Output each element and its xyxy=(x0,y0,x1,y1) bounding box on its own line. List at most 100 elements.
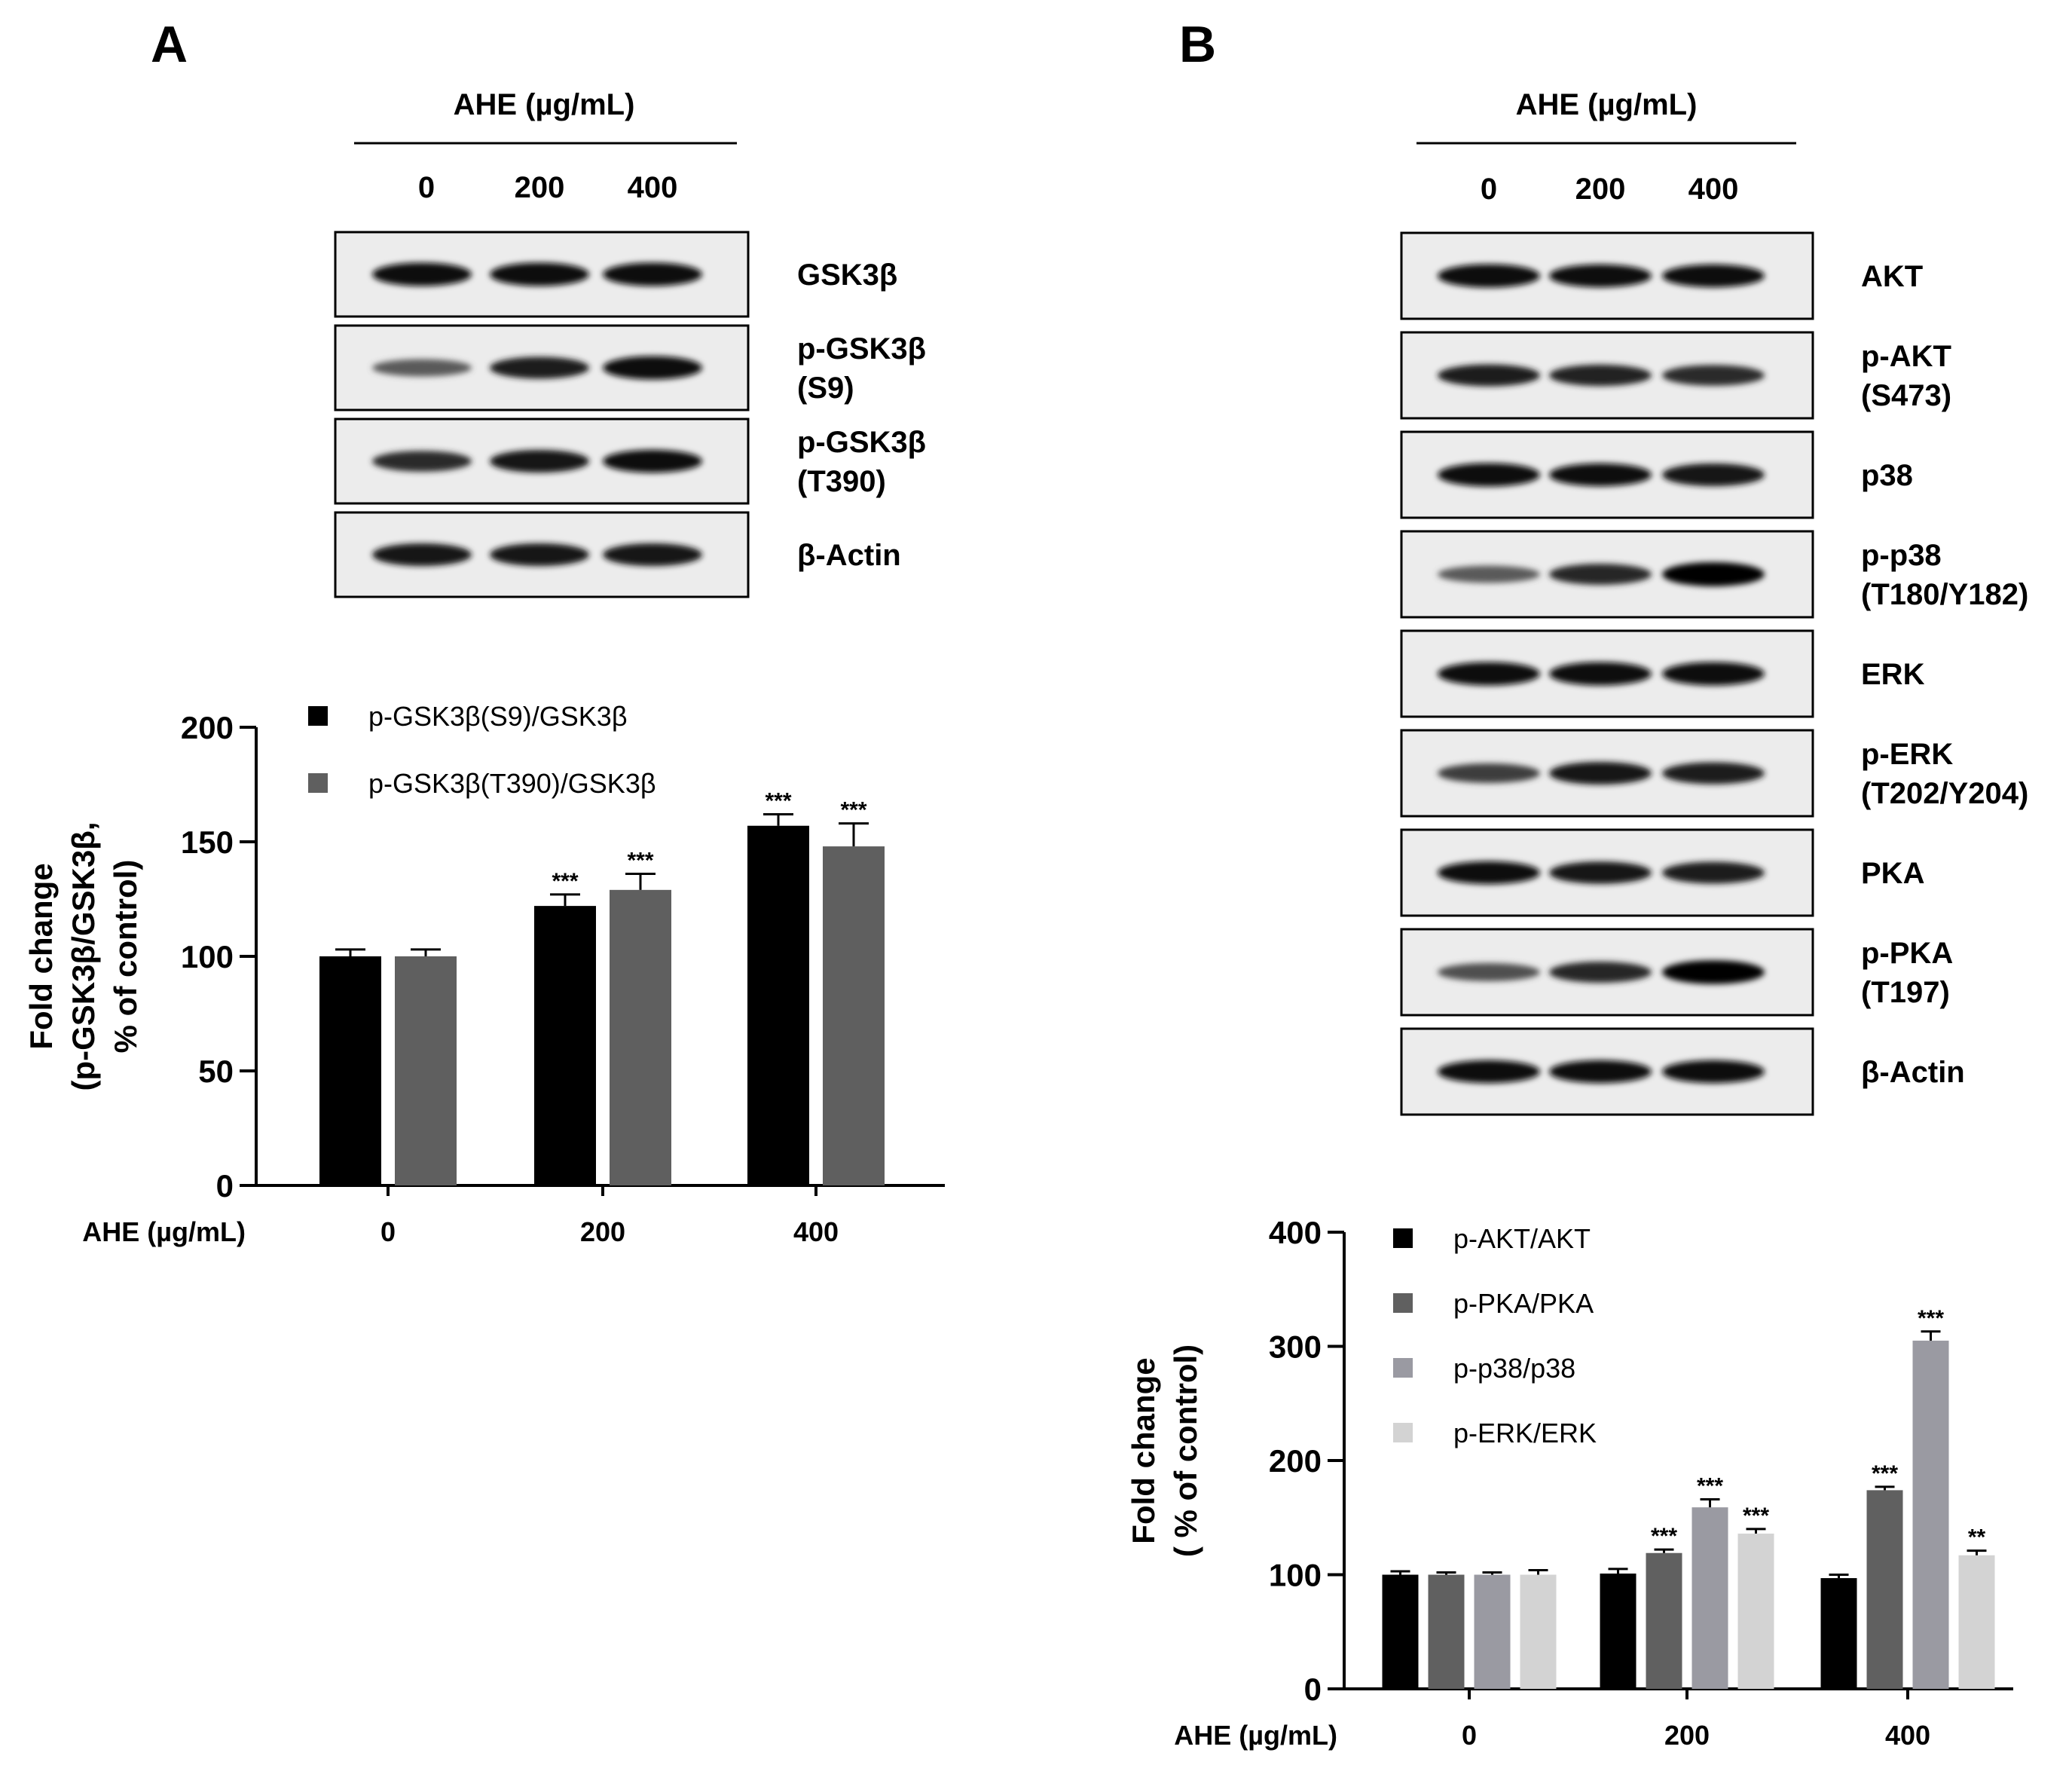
significance-label: *** xyxy=(627,849,653,873)
bar xyxy=(1958,1555,1995,1689)
y-tick-label: 100 xyxy=(1269,1558,1322,1593)
x-tick-label: 400 xyxy=(1885,1720,1930,1751)
y-axis-label: (p-GSK3β/GSK3β, xyxy=(66,822,101,1091)
bar xyxy=(1692,1507,1728,1689)
y-tick-label: 0 xyxy=(216,1168,234,1204)
legend-swatch xyxy=(1393,1293,1413,1313)
blot-label: p-ERK xyxy=(1861,738,1953,771)
blot-label: PKA xyxy=(1861,857,1924,890)
blot-band xyxy=(372,262,472,286)
y-tick-label: 100 xyxy=(181,939,234,974)
blot-band xyxy=(1438,763,1540,783)
legend-label: p-ERK/ERK xyxy=(1453,1418,1597,1448)
blot-label: (S9) xyxy=(797,372,854,405)
blot-band xyxy=(603,262,702,286)
blot-label: GSK3β xyxy=(797,258,897,292)
blot-label: AKT xyxy=(1861,260,1923,293)
blot-band xyxy=(1549,861,1652,884)
x-tick-label: 0 xyxy=(1462,1720,1477,1751)
blot-band xyxy=(1549,364,1652,387)
blot-label: ERK xyxy=(1861,658,1925,691)
blot-band xyxy=(1438,662,1540,686)
y-tick-label: 150 xyxy=(181,824,234,860)
bar xyxy=(1474,1574,1511,1689)
bar xyxy=(1600,1573,1637,1689)
panel-a-letter: A xyxy=(151,16,188,73)
blot-band xyxy=(1662,960,1765,984)
blot-band xyxy=(1549,962,1652,983)
blot-band xyxy=(490,356,589,379)
blot-band xyxy=(1662,662,1765,686)
blot-band xyxy=(1662,264,1765,288)
legend-label: p-GSK3β(S9)/GSK3β xyxy=(368,701,628,732)
blot-band xyxy=(1549,264,1652,288)
blot-band xyxy=(1549,662,1652,686)
y-axis-label: Fold change xyxy=(23,863,59,1049)
blot-band xyxy=(1438,264,1540,288)
blot-band xyxy=(1662,861,1765,884)
y-tick-label: 0 xyxy=(1304,1672,1322,1707)
blot-band xyxy=(1549,564,1652,585)
blot-label: (S473) xyxy=(1861,379,1951,412)
legend-label: p-GSK3β(T390)/GSK3β xyxy=(368,768,656,799)
chart-b: 0 100 200 300 400 Fold change( % of control) A… xyxy=(1126,1215,2013,1751)
blot-band xyxy=(1438,963,1540,981)
blot-band xyxy=(372,543,472,566)
blot-band xyxy=(1438,364,1540,387)
blot-band xyxy=(1662,562,1765,586)
y-tick-label: 400 xyxy=(1269,1215,1322,1250)
bar xyxy=(1866,1490,1903,1689)
blot-band xyxy=(1549,762,1652,785)
blot-label: β-Actin xyxy=(1861,1056,1965,1089)
blot-label: (T180/Y182) xyxy=(1861,578,2028,611)
panel-a-lane-0: 0 xyxy=(418,171,435,204)
bar xyxy=(1646,1552,1682,1689)
bar xyxy=(823,846,885,1185)
legend-label: p-PKA/PKA xyxy=(1453,1288,1594,1319)
chart-a: 0 50 100 150 200 Fold change (p-GSK3β/GSK3β,% … xyxy=(23,701,945,1247)
bar xyxy=(534,906,596,1185)
blot-label: p-p38 xyxy=(1861,539,1942,572)
y-axis-label: % of control) xyxy=(108,860,143,1054)
panel-a-treatment-label: AHE (µg/mL) xyxy=(454,88,635,121)
y-tick-label: 200 xyxy=(181,710,234,745)
blot-band xyxy=(1438,463,1540,487)
x-axis-label: AHE (µg/mL) xyxy=(82,1216,246,1247)
significance-label: *** xyxy=(840,798,866,823)
blot-band xyxy=(603,543,702,566)
significance-label: ** xyxy=(1968,1525,1986,1550)
legend-label: p-p38/p38 xyxy=(1453,1353,1575,1384)
blot-label: β-Actin xyxy=(797,539,901,572)
x-tick-label: 0 xyxy=(380,1216,396,1247)
legend-swatch xyxy=(308,706,328,726)
bar xyxy=(1737,1533,1774,1689)
panel-b-treatment-label: AHE (µg/mL) xyxy=(1516,88,1698,121)
panel-a-blots: GSK3β p-GSK3β (S9) p-GSK3β (T390) β-Actin xyxy=(334,231,926,598)
bar xyxy=(1820,1578,1857,1689)
legend-swatch xyxy=(308,773,328,793)
panel-b-lane-0: 0 xyxy=(1481,173,1497,206)
panel-a-lane-1: 200 xyxy=(515,171,565,204)
blot-label: p-GSK3β xyxy=(797,332,926,366)
blot-label: p-GSK3β xyxy=(797,426,926,459)
bar xyxy=(395,956,457,1185)
blot-band xyxy=(372,451,472,472)
significance-label: *** xyxy=(552,869,578,894)
blot-band xyxy=(1662,365,1765,386)
legend-swatch xyxy=(1393,1358,1413,1378)
significance-label: *** xyxy=(1697,1474,1723,1499)
blot-band xyxy=(490,543,589,566)
blot-band xyxy=(490,262,589,286)
panel-b-lane-1: 200 xyxy=(1575,173,1626,206)
significance-label: *** xyxy=(1743,1503,1769,1528)
legend-swatch xyxy=(1393,1228,1413,1248)
y-axis-label: Fold change xyxy=(1126,1357,1161,1543)
blot-band xyxy=(1549,463,1652,487)
blot-label: (T202/Y204) xyxy=(1861,777,2028,810)
x-axis-label: AHE (µg/mL) xyxy=(1174,1720,1337,1751)
blot-band xyxy=(1549,1060,1652,1084)
bar xyxy=(1428,1574,1465,1689)
bar xyxy=(747,825,809,1185)
significance-label: *** xyxy=(1918,1306,1944,1331)
